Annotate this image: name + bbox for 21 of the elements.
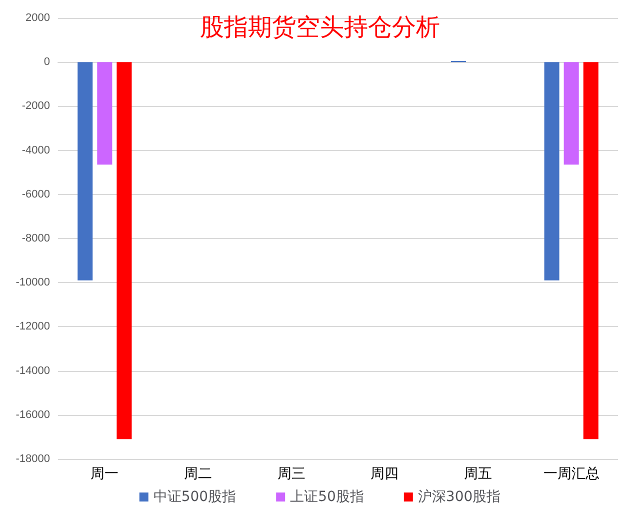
chart-title: 股指期货空头持仓分析	[200, 13, 440, 41]
x-tick-label: 周一	[90, 466, 119, 482]
y-tick-label: 0	[44, 56, 50, 68]
y-tick-label: -4000	[22, 144, 50, 156]
y-tick-label: -8000	[22, 232, 50, 244]
y-tick-label: -2000	[22, 100, 50, 112]
legend-label: 沪深300股指	[418, 489, 501, 505]
y-tick-label: -16000	[16, 408, 50, 421]
y-tick-label: -10000	[16, 276, 50, 289]
x-tick-label: 周三	[277, 466, 306, 482]
y-tick-label: 2000	[26, 12, 50, 24]
legend-label: 中证500股指	[153, 489, 236, 505]
x-tick-label: 周五	[464, 466, 492, 482]
y-tick-label: -14000	[16, 364, 50, 377]
x-tick-label: 周二	[184, 466, 212, 482]
x-tick-label: 一周汇总	[543, 466, 600, 482]
y-tick-label: -12000	[16, 320, 50, 333]
y-tick-label: -18000	[16, 453, 50, 465]
y-tick-label: -6000	[22, 188, 50, 200]
legend-label: 上证50股指	[290, 489, 364, 505]
x-tick-label: 周四	[370, 466, 399, 482]
